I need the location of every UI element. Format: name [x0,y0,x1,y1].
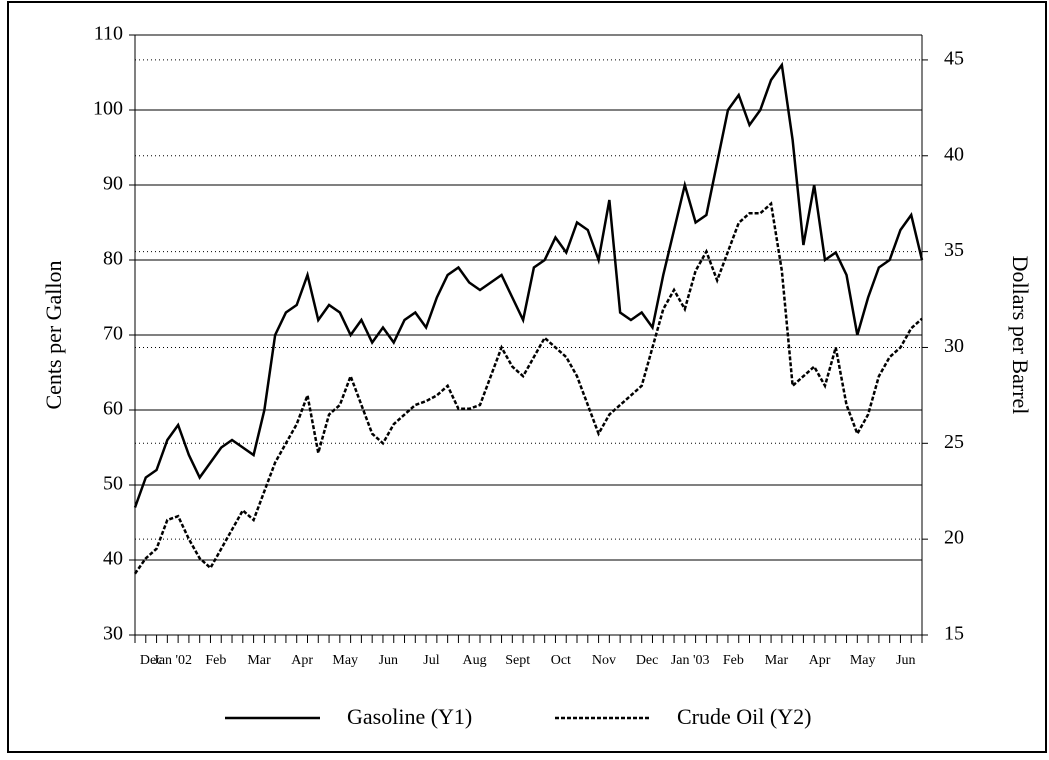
x-tick-label: May [332,653,358,668]
series-line [133,61,924,508]
x-tick-label: Jul [423,653,439,668]
y-tick-label: 30 [103,623,123,645]
y-tick-label: 40 [103,548,123,570]
x-tick-label: Jun [379,653,398,668]
y2-tick-label: 20 [944,527,964,549]
x-tick-label: Nov [592,653,616,668]
y2-tick-label: 45 [944,48,964,70]
y-axis-label: Cents per Gallon [41,260,66,409]
y2-tick-label: 25 [944,431,964,453]
x-tick-label: Feb [205,653,226,668]
x-tick-label: Apr [291,653,313,668]
x-tick-label: Oct [551,653,571,668]
x-tick-label: Jan '03 [671,653,710,668]
y2-tick-label: 40 [944,143,964,165]
x-tick-label: Mar [765,653,789,668]
x-tick-label: Dec [636,653,659,668]
legend-label: Gasoline (Y1) [347,704,472,729]
frame [7,1,1047,753]
x-tick-label: Apr [809,653,831,668]
y-tick-label: 80 [103,248,123,270]
y-tick-label: 70 [103,323,123,345]
x-tick-label: Dec [140,653,163,668]
series-line [133,201,923,575]
y-tick-label: 90 [103,173,123,195]
x-tick-label: Sept [505,653,530,668]
y-tick-label: 100 [93,98,123,120]
x-tick-label: Jan '02 [153,653,192,668]
x-tick-label: May [850,653,876,668]
y-tick-label: 110 [94,23,123,45]
x-tick-label: Jun [896,653,915,668]
x-tick-label: Feb [723,653,744,668]
x-tick-label: Mar [247,653,271,668]
y2-tick-label: 30 [944,335,964,357]
y2-tick-label: 35 [944,239,964,261]
y2-axis-label: Dollars per Barrel [1008,256,1033,415]
legend-label: Crude Oil (Y2) [677,704,811,729]
y2-tick-label: 15 [944,623,964,645]
y-tick-label: 60 [103,398,123,420]
y-tick-label: 50 [103,473,123,495]
x-tick-label: Aug [463,653,487,668]
